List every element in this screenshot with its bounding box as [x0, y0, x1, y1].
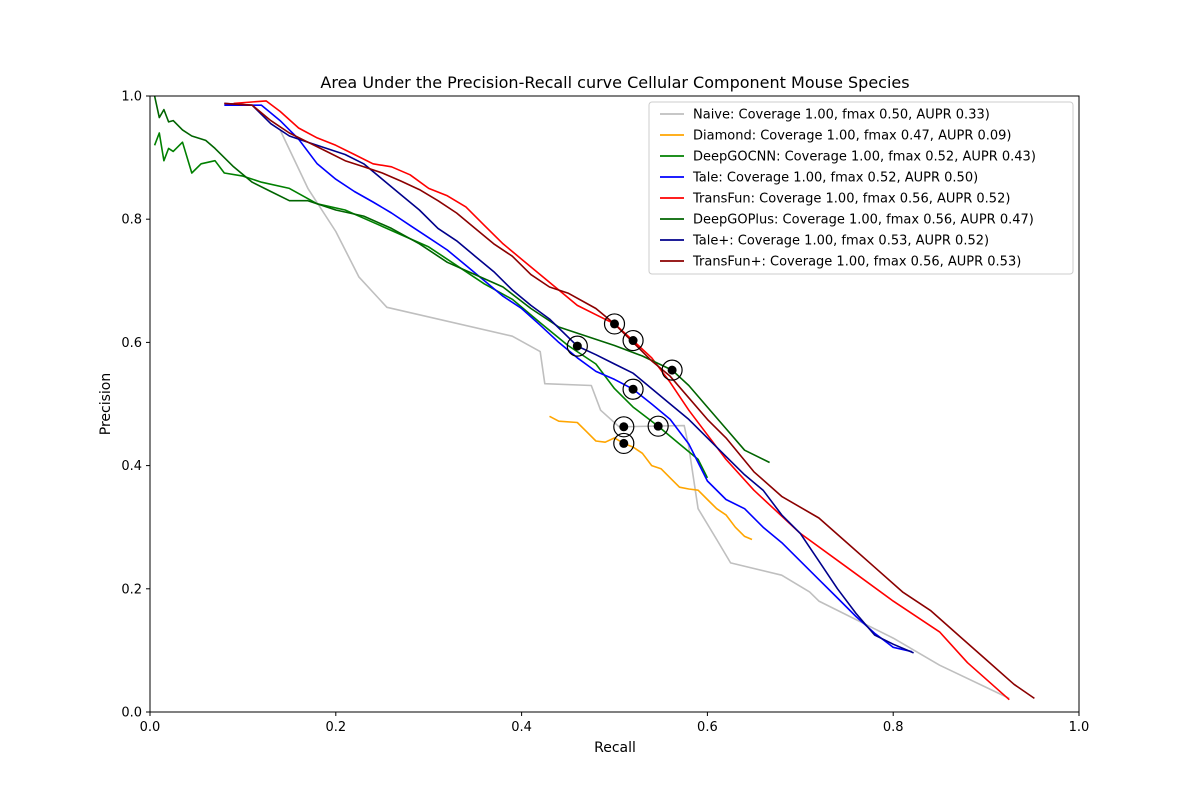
- fmax-point-6: [572, 341, 582, 351]
- y-axis: 0.0 0.2 0.4 0.6 0.8 1.0: [121, 90, 150, 721]
- fmax-ring-7: [603, 313, 626, 335]
- y-tick-label: 0.6: [121, 336, 142, 351]
- fmax-ring-4: [622, 329, 644, 352]
- legend-label-7: TransFun+: Coverage 1.00, fmax 0.56, AUP…: [692, 255, 1021, 270]
- fmax-point-5: [667, 365, 677, 375]
- x-tick-label: 0.6: [697, 720, 718, 735]
- x-tick-label: 0.0: [140, 720, 161, 735]
- legend-entries: Naive: Coverage 1.00, fmax 0.50, AUPR 0.…: [660, 108, 1036, 270]
- fmax-point-1: [619, 438, 629, 448]
- legend-label-3: Tale: Coverage 1.00, fmax 0.52, AUPR 0.5…: [692, 171, 978, 186]
- y-tick-label: 0.8: [121, 213, 142, 228]
- legend-box: [648, 101, 1074, 275]
- legend-label-6: Tale+: Coverage 1.00, fmax 0.53, AUPR 0.…: [692, 234, 989, 249]
- legend-label-5: DeepGOPlus: Coverage 1.00, fmax 0.56, AU…: [693, 213, 1034, 228]
- series-line-3: [224, 104, 912, 653]
- x-axis: 0.0 0.2 0.4 0.6 0.8 1.0: [140, 712, 1090, 735]
- fmax-point-0: [619, 422, 629, 432]
- fmax-ring-6: [566, 335, 588, 357]
- plot-frame: [149, 95, 1080, 713]
- series-line-1: [549, 415, 753, 541]
- chart-title: Area Under the Precision-Recall curve Ce…: [320, 73, 909, 92]
- series-line-7: [224, 102, 1035, 700]
- legend-label-4: TransFun: Coverage 1.00, fmax 0.56, AUPR…: [692, 192, 1010, 207]
- y-tick-label: 1.0: [121, 90, 142, 105]
- x-axis-label: Recall: [594, 740, 636, 756]
- fmax-ring-5: [661, 359, 683, 381]
- series-line-5: [153, 95, 770, 464]
- series-lines: [153, 95, 1035, 701]
- fmax-ring-0: [613, 416, 635, 438]
- x-tick-label: 0.2: [325, 720, 346, 735]
- series-line-0: [279, 129, 1010, 700]
- fmax-point-7: [610, 319, 619, 329]
- x-tick-label: 0.4: [511, 720, 532, 735]
- series-line-4: [233, 100, 1010, 701]
- x-tick-label: 1.0: [1069, 720, 1090, 735]
- y-tick-label: 0.0: [121, 706, 142, 721]
- x-tick-label: 0.8: [883, 720, 904, 735]
- axes-border: [149, 95, 1080, 713]
- legend: Naive: Coverage 1.00, fmax 0.50, AUPR 0.…: [648, 101, 1074, 275]
- fmax-point-3: [628, 384, 638, 394]
- legend-label-2: DeepGOCNN: Coverage 1.00, fmax 0.52, AUP…: [693, 150, 1036, 165]
- fmax-ring-3: [622, 378, 644, 400]
- fmax-point-4: [628, 336, 638, 346]
- fmax-markers: [566, 313, 683, 455]
- series-line-2: [153, 132, 709, 479]
- fmax-ring-1: [613, 432, 635, 455]
- fmax-point-2: [653, 421, 663, 431]
- y-tick-label: 0.4: [121, 459, 142, 474]
- legend-label-1: Diamond: Coverage 1.00, fmax 0.47, AUPR …: [693, 129, 1012, 144]
- legend-label-0: Naive: Coverage 1.00, fmax 0.50, AUPR 0.…: [693, 108, 990, 123]
- y-axis-label: Precision: [98, 373, 114, 435]
- fmax-ring-2: [647, 415, 669, 437]
- y-tick-label: 0.2: [121, 582, 142, 597]
